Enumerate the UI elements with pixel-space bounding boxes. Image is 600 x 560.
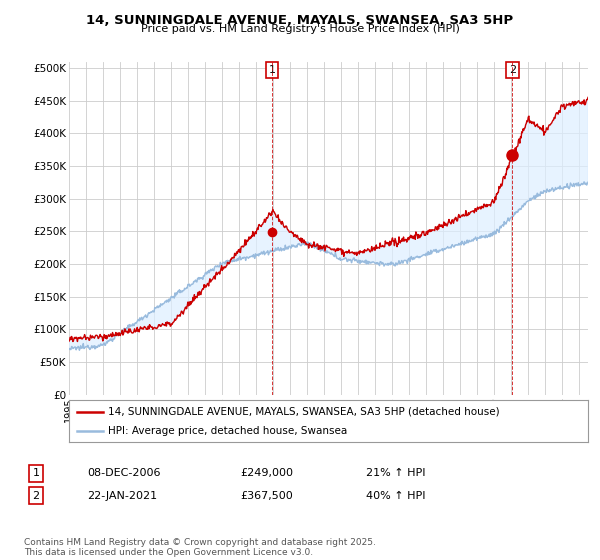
Text: 14, SUNNINGDALE AVENUE, MAYALS, SWANSEA, SA3 5HP (detached house): 14, SUNNINGDALE AVENUE, MAYALS, SWANSEA,…	[108, 407, 500, 417]
Text: £249,000: £249,000	[240, 468, 293, 478]
Text: 22-JAN-2021: 22-JAN-2021	[87, 491, 157, 501]
Text: £367,500: £367,500	[240, 491, 293, 501]
Text: HPI: Average price, detached house, Swansea: HPI: Average price, detached house, Swan…	[108, 426, 347, 436]
Text: Price paid vs. HM Land Registry's House Price Index (HPI): Price paid vs. HM Land Registry's House …	[140, 24, 460, 34]
Text: 21% ↑ HPI: 21% ↑ HPI	[366, 468, 425, 478]
Text: 1: 1	[32, 468, 40, 478]
Text: 40% ↑ HPI: 40% ↑ HPI	[366, 491, 425, 501]
Text: 08-DEC-2006: 08-DEC-2006	[87, 468, 161, 478]
Text: 14, SUNNINGDALE AVENUE, MAYALS, SWANSEA, SA3 5HP: 14, SUNNINGDALE AVENUE, MAYALS, SWANSEA,…	[86, 14, 514, 27]
Text: 2: 2	[32, 491, 40, 501]
Text: 1: 1	[269, 65, 275, 75]
Text: Contains HM Land Registry data © Crown copyright and database right 2025.
This d: Contains HM Land Registry data © Crown c…	[24, 538, 376, 557]
Text: 2: 2	[509, 65, 516, 75]
